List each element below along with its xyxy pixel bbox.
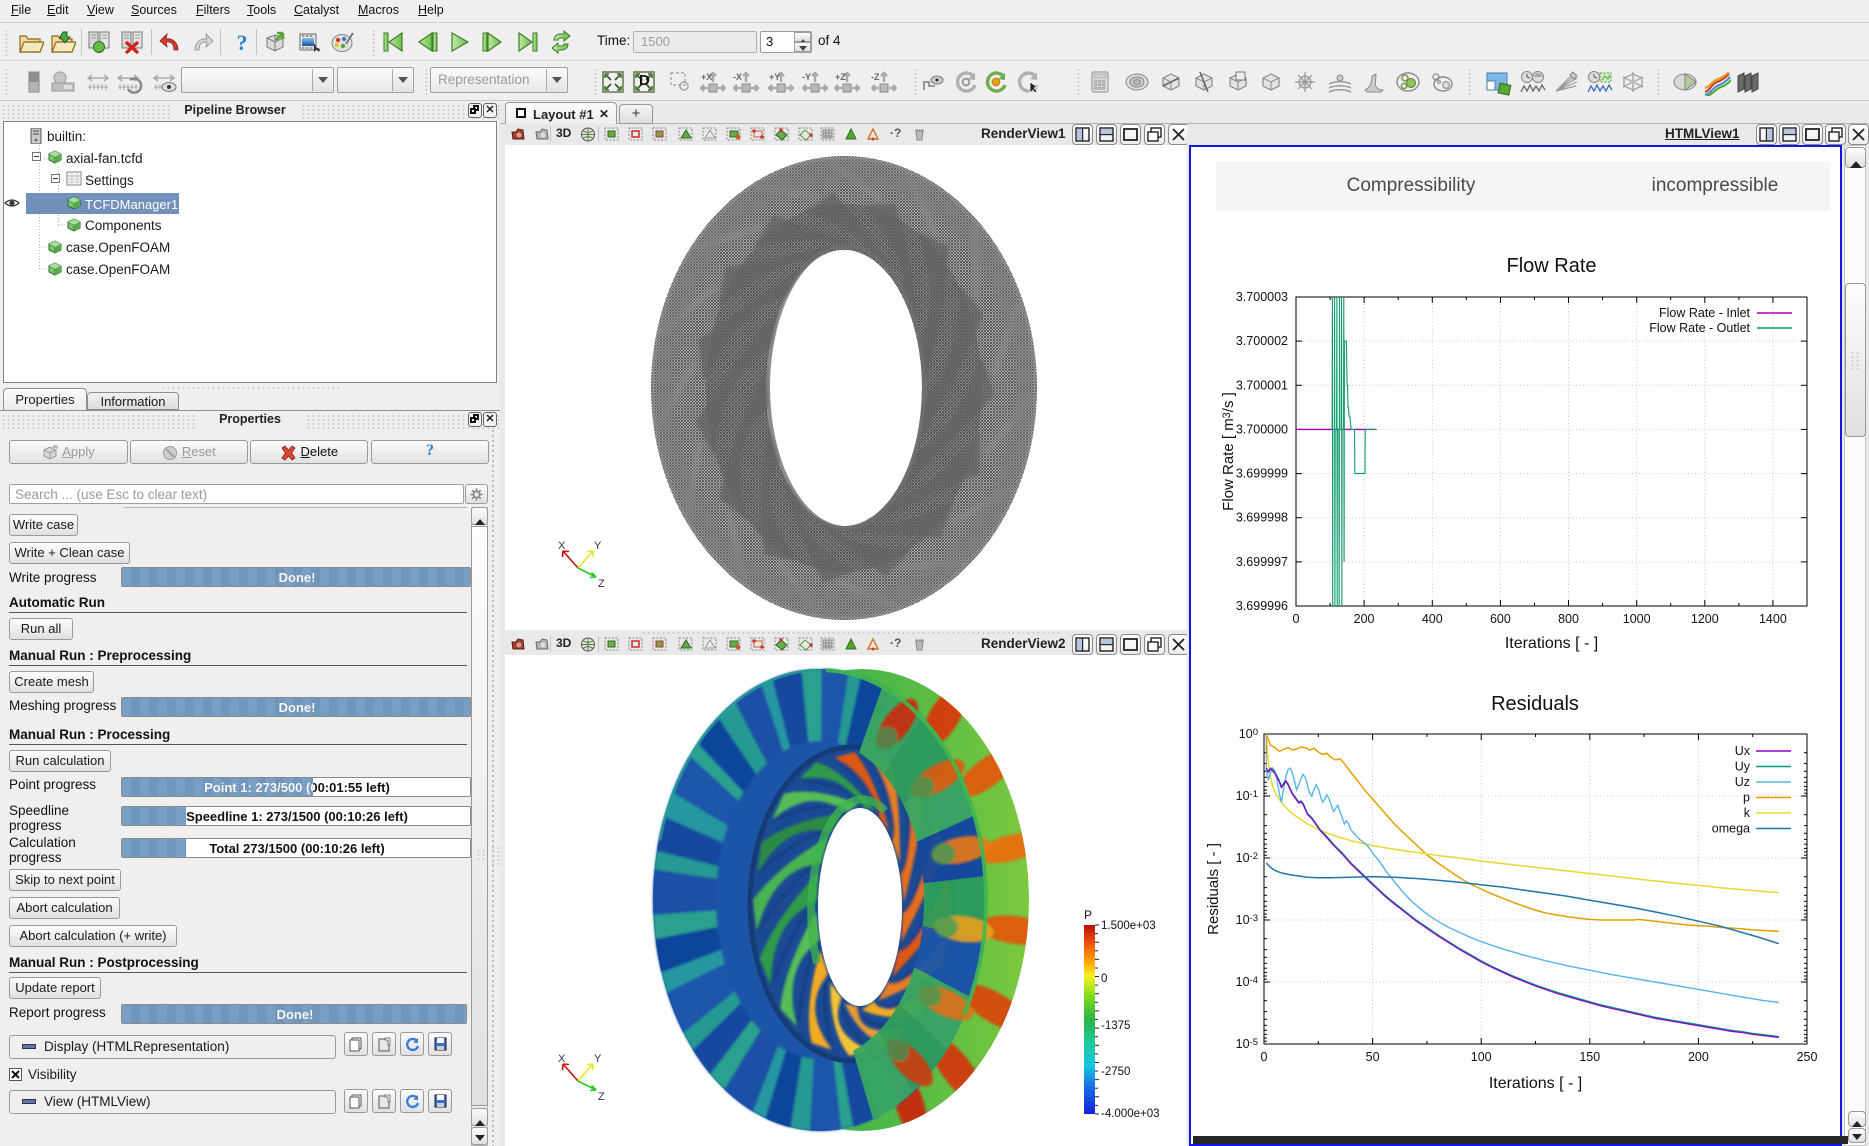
svg-text:k: k bbox=[1744, 806, 1751, 820]
svg-text:100: 100 bbox=[1239, 727, 1258, 741]
svg-text:?: ? bbox=[237, 30, 248, 54]
svg-text:-X: -X bbox=[733, 72, 742, 82]
svg-text:-1375: -1375 bbox=[1101, 1020, 1130, 1032]
svg-text:Iterations [ - ]: Iterations [ - ] bbox=[1505, 635, 1598, 652]
svg-text:Ux: Ux bbox=[1735, 744, 1751, 758]
svg-text:200: 200 bbox=[1688, 1050, 1709, 1064]
svg-text:Residuals: Residuals bbox=[1491, 693, 1579, 715]
svg-text:Z: Z bbox=[598, 1091, 605, 1103]
svg-text:0: 0 bbox=[1261, 1050, 1268, 1064]
svg-text:600: 600 bbox=[1490, 612, 1511, 626]
svg-text:p: p bbox=[1743, 791, 1750, 805]
svg-text:Flow Rate - Inlet: Flow Rate - Inlet bbox=[1659, 306, 1751, 320]
svg-text:800: 800 bbox=[1558, 612, 1579, 626]
svg-text:100: 100 bbox=[1471, 1050, 1492, 1064]
svg-text:+Z: +Z bbox=[835, 72, 846, 82]
svg-text:1400: 1400 bbox=[1759, 612, 1787, 626]
svg-text:3.700003: 3.700003 bbox=[1236, 290, 1288, 304]
svg-text:1200: 1200 bbox=[1691, 612, 1719, 626]
svg-text:10-1: 10-1 bbox=[1236, 789, 1258, 803]
svg-text:-4.000e+03: -4.000e+03 bbox=[1101, 1108, 1160, 1120]
svg-text:3.700001: 3.700001 bbox=[1236, 378, 1288, 392]
svg-text:-2750: -2750 bbox=[1101, 1066, 1130, 1078]
svg-text:Z: Z bbox=[598, 578, 605, 590]
svg-text:P: P bbox=[1084, 910, 1092, 922]
svg-text:0: 0 bbox=[1101, 973, 1107, 985]
svg-text:10-3: 10-3 bbox=[1236, 913, 1258, 927]
svg-text:-Z: -Z bbox=[871, 72, 880, 82]
svg-text:150: 150 bbox=[1579, 1050, 1600, 1064]
svg-text:Flow Rate [ m3/s ]: Flow Rate [ m3/s ] bbox=[1220, 392, 1237, 511]
svg-text:10-5: 10-5 bbox=[1236, 1037, 1258, 1051]
svg-text:3.699999: 3.699999 bbox=[1236, 467, 1288, 481]
svg-text:0: 0 bbox=[1293, 612, 1300, 626]
svg-text:3.700000: 3.700000 bbox=[1236, 422, 1288, 436]
svg-text:-Y: -Y bbox=[802, 72, 811, 82]
svg-text:50: 50 bbox=[1366, 1050, 1380, 1064]
svg-text:Y: Y bbox=[594, 540, 602, 552]
svg-text:3.699996: 3.699996 bbox=[1236, 599, 1288, 613]
svg-text:10-2: 10-2 bbox=[1236, 851, 1258, 865]
svg-text:1.500e+03: 1.500e+03 bbox=[1101, 920, 1156, 932]
svg-text:Uy: Uy bbox=[1735, 760, 1751, 774]
svg-text:400: 400 bbox=[1422, 612, 1443, 626]
svg-text:D: D bbox=[639, 72, 650, 89]
svg-text:omega: omega bbox=[1712, 822, 1750, 836]
svg-text:250: 250 bbox=[1797, 1050, 1818, 1064]
svg-text:X: X bbox=[558, 540, 566, 552]
svg-text:Flow Rate - Outlet: Flow Rate - Outlet bbox=[1649, 321, 1750, 335]
svg-text:Y: Y bbox=[594, 1053, 602, 1065]
svg-text:Uz: Uz bbox=[1735, 775, 1750, 789]
svg-text:3.699997: 3.699997 bbox=[1236, 555, 1288, 569]
svg-text:10-4: 10-4 bbox=[1236, 975, 1258, 989]
svg-text:+Y: +Y bbox=[769, 72, 780, 82]
svg-text:X: X bbox=[558, 1053, 566, 1065]
svg-text:Residuals [ - ]: Residuals [ - ] bbox=[1205, 843, 1222, 935]
svg-text:1000: 1000 bbox=[1623, 612, 1651, 626]
svg-text:3.699998: 3.699998 bbox=[1236, 511, 1288, 525]
svg-text:3.700002: 3.700002 bbox=[1236, 334, 1288, 348]
svg-text:Iterations [ - ]: Iterations [ - ] bbox=[1489, 1075, 1582, 1092]
svg-text:+X: +X bbox=[701, 72, 712, 82]
svg-text:200: 200 bbox=[1354, 612, 1375, 626]
svg-text:Flow Rate: Flow Rate bbox=[1506, 255, 1596, 277]
